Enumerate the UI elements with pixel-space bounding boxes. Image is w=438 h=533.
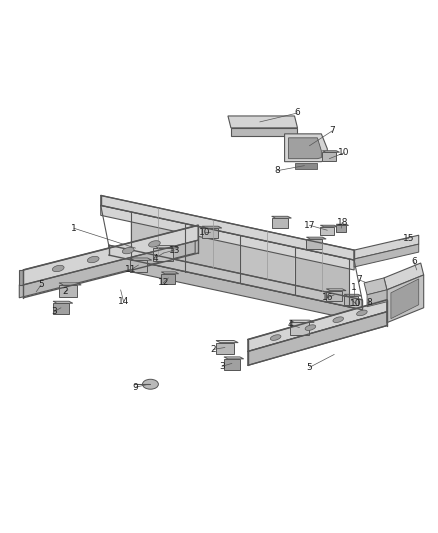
- Polygon shape: [53, 301, 73, 303]
- Polygon shape: [272, 218, 288, 228]
- Polygon shape: [231, 128, 297, 136]
- Polygon shape: [294, 163, 318, 168]
- Polygon shape: [344, 294, 361, 296]
- Polygon shape: [101, 196, 354, 260]
- Polygon shape: [101, 205, 354, 270]
- Text: 12: 12: [158, 278, 169, 287]
- Text: 1: 1: [351, 284, 357, 293]
- Polygon shape: [322, 152, 336, 160]
- Polygon shape: [185, 224, 240, 284]
- Text: 4: 4: [288, 320, 293, 329]
- Polygon shape: [391, 279, 419, 319]
- Polygon shape: [161, 274, 175, 284]
- Polygon shape: [248, 300, 387, 351]
- Ellipse shape: [357, 310, 367, 316]
- Polygon shape: [224, 359, 240, 370]
- Polygon shape: [384, 263, 424, 290]
- Polygon shape: [322, 151, 339, 152]
- Polygon shape: [320, 225, 338, 227]
- Text: 3: 3: [219, 362, 225, 371]
- Polygon shape: [344, 296, 358, 305]
- Polygon shape: [161, 272, 179, 274]
- Polygon shape: [326, 289, 346, 290]
- Polygon shape: [59, 285, 77, 297]
- Polygon shape: [216, 341, 238, 343]
- Polygon shape: [131, 212, 185, 272]
- Polygon shape: [59, 283, 81, 285]
- Text: 3: 3: [51, 307, 57, 316]
- Ellipse shape: [142, 379, 159, 389]
- Polygon shape: [248, 312, 387, 365]
- Polygon shape: [320, 227, 334, 235]
- Polygon shape: [326, 290, 342, 301]
- Polygon shape: [53, 303, 69, 314]
- Polygon shape: [290, 320, 314, 322]
- Ellipse shape: [305, 325, 316, 330]
- Ellipse shape: [53, 265, 64, 272]
- Text: 7: 7: [329, 126, 335, 135]
- Ellipse shape: [122, 247, 134, 254]
- Polygon shape: [240, 236, 294, 295]
- Text: 4: 4: [152, 254, 158, 263]
- Text: 7: 7: [356, 276, 362, 285]
- Text: 2: 2: [62, 287, 68, 296]
- Text: 2: 2: [210, 345, 216, 354]
- Ellipse shape: [270, 335, 281, 341]
- Polygon shape: [228, 116, 297, 128]
- Polygon shape: [130, 260, 148, 272]
- Polygon shape: [272, 216, 291, 218]
- Polygon shape: [354, 235, 419, 259]
- Polygon shape: [354, 244, 419, 267]
- Ellipse shape: [333, 317, 343, 322]
- Text: 5: 5: [38, 280, 44, 289]
- Polygon shape: [285, 134, 327, 161]
- Text: 16: 16: [321, 293, 333, 302]
- Polygon shape: [19, 240, 195, 298]
- Text: 6: 6: [411, 256, 417, 265]
- Polygon shape: [216, 343, 234, 354]
- Text: 10: 10: [339, 148, 350, 157]
- Ellipse shape: [87, 256, 99, 263]
- Polygon shape: [202, 226, 222, 228]
- Polygon shape: [23, 225, 198, 285]
- Polygon shape: [109, 255, 362, 321]
- Text: 10: 10: [350, 299, 362, 308]
- Polygon shape: [224, 357, 244, 359]
- Polygon shape: [307, 239, 322, 249]
- Polygon shape: [109, 245, 362, 310]
- Polygon shape: [290, 322, 309, 335]
- Polygon shape: [130, 258, 152, 260]
- Ellipse shape: [148, 241, 160, 247]
- Polygon shape: [367, 290, 387, 307]
- Text: 8: 8: [366, 298, 372, 307]
- Polygon shape: [294, 247, 349, 307]
- Text: 18: 18: [336, 218, 348, 227]
- Polygon shape: [153, 246, 178, 248]
- Text: 17: 17: [304, 221, 315, 230]
- Polygon shape: [336, 224, 349, 225]
- Text: 6: 6: [295, 109, 300, 117]
- Text: 15: 15: [403, 233, 414, 243]
- Text: 11: 11: [125, 265, 136, 274]
- Polygon shape: [307, 237, 326, 239]
- Polygon shape: [387, 275, 424, 322]
- Text: 14: 14: [118, 297, 129, 306]
- Text: 13: 13: [169, 246, 180, 255]
- Polygon shape: [19, 270, 23, 285]
- Polygon shape: [364, 278, 387, 295]
- Polygon shape: [153, 248, 173, 261]
- Text: 1: 1: [71, 224, 77, 233]
- Text: 10: 10: [199, 228, 211, 237]
- Text: 9: 9: [133, 383, 138, 392]
- Polygon shape: [336, 225, 346, 232]
- Text: 5: 5: [307, 363, 312, 372]
- Polygon shape: [202, 228, 218, 238]
- Text: 8: 8: [275, 166, 280, 175]
- Polygon shape: [289, 138, 321, 159]
